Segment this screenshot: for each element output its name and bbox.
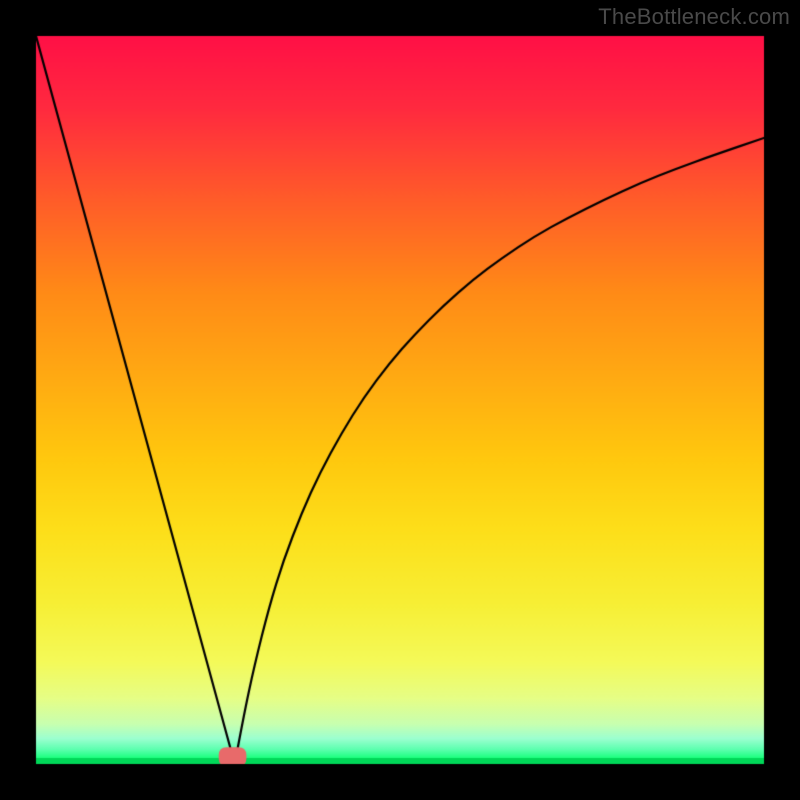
bottleneck-chart-canvas	[0, 0, 800, 800]
watermark-text: TheBottleneck.com	[598, 4, 790, 30]
chart-container: TheBottleneck.com	[0, 0, 800, 800]
